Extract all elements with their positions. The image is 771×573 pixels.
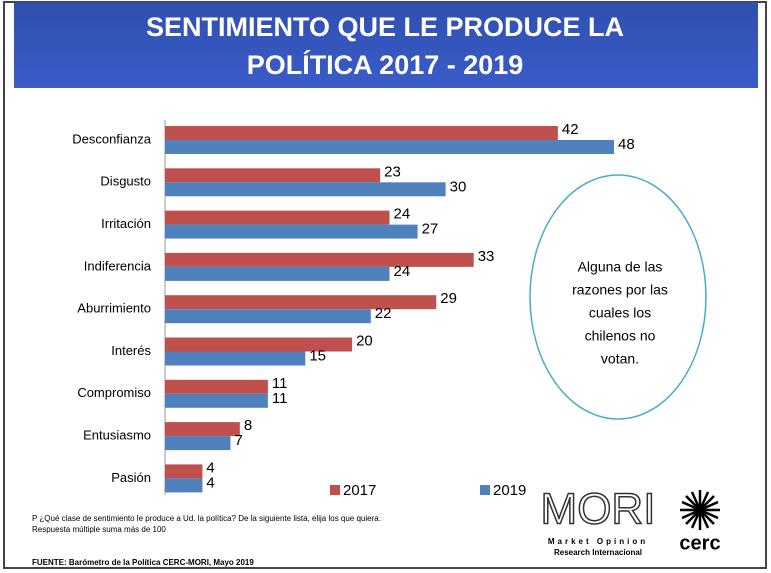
data-label: 42: [562, 121, 579, 138]
y-tick-label: Irritación: [101, 216, 151, 231]
data-label: 20: [356, 332, 373, 349]
data-label: 23: [384, 163, 401, 180]
bar: [165, 436, 231, 451]
bar: [165, 224, 418, 239]
annotation-ellipse: [529, 174, 707, 420]
source: FUENTE: Barómetro de la Política CERC-MO…: [32, 558, 254, 567]
bar: [165, 379, 268, 394]
bar: [165, 309, 371, 324]
bar: [165, 295, 437, 310]
bar: [165, 337, 353, 352]
data-label: 4: [206, 459, 214, 476]
data-label: 11: [272, 390, 288, 407]
bar: [165, 210, 390, 225]
legend-swatch: [330, 485, 340, 495]
y-tick-label: Aburrimiento: [77, 301, 151, 316]
data-label: 30: [450, 178, 467, 195]
bar: [165, 140, 614, 154]
bar: [165, 266, 390, 281]
cerc-logo: cerc: [679, 532, 720, 554]
data-label: 27: [422, 221, 439, 238]
bar: [165, 393, 268, 408]
bar: [165, 168, 381, 183]
footnote: P ¿Qué clase de sentimiento le produce a…: [32, 514, 381, 523]
chart-title: SENTIMIENTO QUE LE PRODUCE LA POLÍTICA 2…: [145, 12, 625, 80]
mori-logo: MORI: [541, 485, 656, 534]
bar: [165, 464, 203, 479]
y-tick-label: Desconfianza: [72, 131, 152, 146]
bar: [165, 252, 474, 267]
y-tick-label: Disgusto: [100, 174, 151, 189]
annotation-text: votan.: [601, 351, 639, 367]
bar: [165, 182, 446, 197]
data-label: 29: [440, 290, 457, 307]
bar: [165, 478, 203, 493]
y-tick-label: Indiferencia: [84, 258, 152, 273]
mori-tagline: Research Internacional: [554, 548, 642, 557]
cerc-emblem: [680, 490, 720, 530]
annotation-text: chilenos no: [585, 328, 656, 344]
data-label: 24: [394, 206, 411, 223]
data-label: 24: [394, 263, 411, 280]
legend-swatch: [480, 485, 490, 495]
y-tick-label: Compromiso: [77, 385, 151, 400]
bar: [165, 126, 558, 140]
legend-label: 2017: [343, 482, 376, 499]
data-label: 15: [309, 347, 326, 364]
data-label: 22: [375, 305, 392, 322]
data-label: 11: [272, 375, 288, 392]
y-tick-label: Pasión: [111, 470, 151, 485]
annotation-text: cuales los: [589, 305, 651, 321]
mori-tagline: Market Opinion: [548, 537, 648, 546]
data-label: 48: [618, 136, 635, 153]
data-label: 33: [478, 248, 495, 265]
data-label: 4: [206, 474, 214, 491]
y-tick-label: Entusiasmo: [83, 428, 151, 443]
y-tick-label: Interés: [111, 343, 151, 358]
title-banner: [14, 2, 758, 88]
bar: [165, 422, 240, 437]
data-label: 7: [234, 432, 242, 449]
legend-label: 2019: [493, 482, 526, 499]
data-label: 8: [244, 417, 252, 434]
footnote: Respuesta múltiple suma más de 100: [32, 525, 166, 534]
bar: [165, 351, 306, 366]
annotation-text: Alguna de las: [578, 259, 663, 275]
annotation-text: razones por las: [572, 282, 668, 298]
